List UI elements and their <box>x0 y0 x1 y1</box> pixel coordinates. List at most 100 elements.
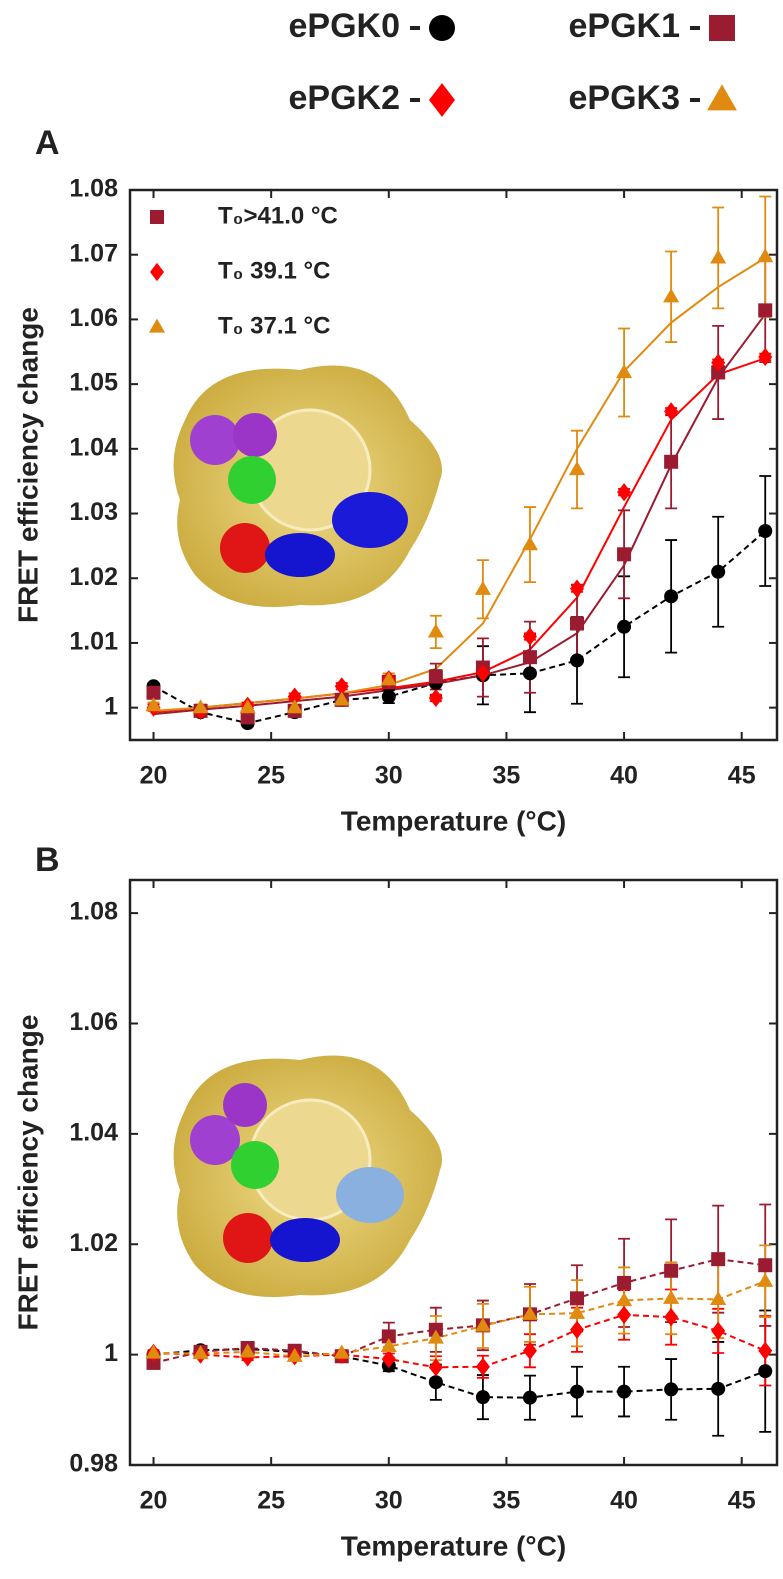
y-tick-label: 1 <box>104 692 118 720</box>
x-tick-label: 40 <box>610 762 638 790</box>
data-point <box>758 524 773 538</box>
data-point <box>522 666 537 681</box>
data-point <box>757 248 774 263</box>
panel-label: B <box>35 841 60 879</box>
data-point <box>522 627 537 646</box>
data-point <box>711 1381 726 1396</box>
fit-curve <box>153 257 766 712</box>
data-point <box>428 688 443 708</box>
data-point <box>475 1357 490 1376</box>
y-tick-label: 1.08 <box>69 175 118 203</box>
x-tick-label: 20 <box>140 762 168 790</box>
y-tick-label: 1.06 <box>69 304 118 332</box>
data-point <box>711 353 726 372</box>
fit-curve <box>153 313 767 716</box>
data-point <box>758 347 773 367</box>
data-point <box>475 664 490 683</box>
legend-marker <box>709 15 735 41</box>
cell-illustration-a <box>173 365 443 607</box>
data-point <box>475 1390 490 1405</box>
data-point <box>617 1384 632 1399</box>
y-tick-label: 1.06 <box>69 1008 118 1036</box>
data-point <box>286 699 303 714</box>
y-tick-label: 1.07 <box>69 239 118 267</box>
data-point <box>428 669 443 684</box>
legend-marker <box>707 84 737 111</box>
x-tick-label: 25 <box>257 1487 285 1515</box>
x-tick-label: 35 <box>493 762 521 790</box>
data-point <box>427 1329 444 1344</box>
data-point <box>617 547 632 562</box>
data-point <box>146 685 161 700</box>
plot-frame <box>128 188 779 742</box>
data-point <box>145 697 162 712</box>
data-point <box>286 1347 303 1362</box>
data-point <box>428 1358 443 1377</box>
data-point <box>617 619 632 634</box>
data-point <box>711 365 726 380</box>
y-axis-label: FRET efficiency change <box>12 1015 43 1331</box>
y-tick-label: 1.04 <box>69 1118 118 1146</box>
data-point <box>617 1275 632 1290</box>
data-point <box>381 1329 396 1344</box>
data-point <box>617 1305 632 1324</box>
data-point <box>568 461 586 476</box>
y-tick-label: 1.01 <box>69 628 118 656</box>
data-point <box>522 650 537 665</box>
data-point <box>664 589 679 604</box>
data-point <box>428 1375 443 1390</box>
y-tick-label: 1.02 <box>69 1229 118 1257</box>
data-point <box>145 1344 162 1359</box>
x-tick-label: 30 <box>375 1487 403 1515</box>
data-point <box>663 1289 680 1304</box>
data-point <box>758 303 773 318</box>
fit-legend-marker <box>150 210 164 224</box>
x-tick-label: 40 <box>610 1487 638 1515</box>
data-point <box>381 689 396 704</box>
fit-legend-label: T₀>41.0 °C <box>218 202 338 229</box>
y-tick-label: 1.03 <box>69 498 118 526</box>
data-point <box>616 364 633 379</box>
legend-label: ePGK1 <box>569 7 681 45</box>
data-point <box>570 1291 585 1306</box>
data-point <box>474 580 491 595</box>
panel-label: A <box>35 124 60 162</box>
data-point <box>474 1317 491 1332</box>
y-tick-label: 1.05 <box>69 369 118 397</box>
data-point <box>192 1345 209 1360</box>
data-point <box>334 677 349 696</box>
data-point <box>521 536 539 551</box>
data-point <box>239 1343 256 1358</box>
x-tick-label: 35 <box>493 1487 521 1515</box>
data-point <box>522 1341 537 1360</box>
data-point <box>568 1304 586 1319</box>
data-point <box>239 699 256 714</box>
y-tick-label: 1.02 <box>69 563 118 591</box>
data-point <box>522 1390 537 1405</box>
data-point <box>570 616 585 631</box>
data-point <box>333 1344 350 1359</box>
data-point <box>757 1272 774 1287</box>
data-point <box>521 1305 539 1320</box>
data-point <box>664 402 679 421</box>
data-point <box>427 623 444 638</box>
x-tick-label: 45 <box>728 762 756 790</box>
y-tick-label: 1.08 <box>69 898 118 926</box>
data-point <box>711 1252 726 1267</box>
legend-label: ePGK3 <box>569 79 681 117</box>
data-point <box>711 1321 726 1340</box>
fit-legend-label: T₀ 39.1 °C <box>218 257 330 284</box>
data-point <box>380 671 397 686</box>
data-point <box>711 564 726 579</box>
data-point <box>663 288 680 303</box>
data-point <box>664 454 679 469</box>
data-point <box>617 483 632 502</box>
legend-label: ePGK0 <box>289 7 401 45</box>
plot-frame <box>128 878 779 1467</box>
y-tick-label: 1 <box>104 1339 118 1367</box>
data-point <box>664 1307 679 1327</box>
data-point <box>240 710 255 725</box>
y-tick-label: 1.04 <box>69 433 118 461</box>
x-axis-label: Temperature (°C) <box>341 1530 566 1561</box>
